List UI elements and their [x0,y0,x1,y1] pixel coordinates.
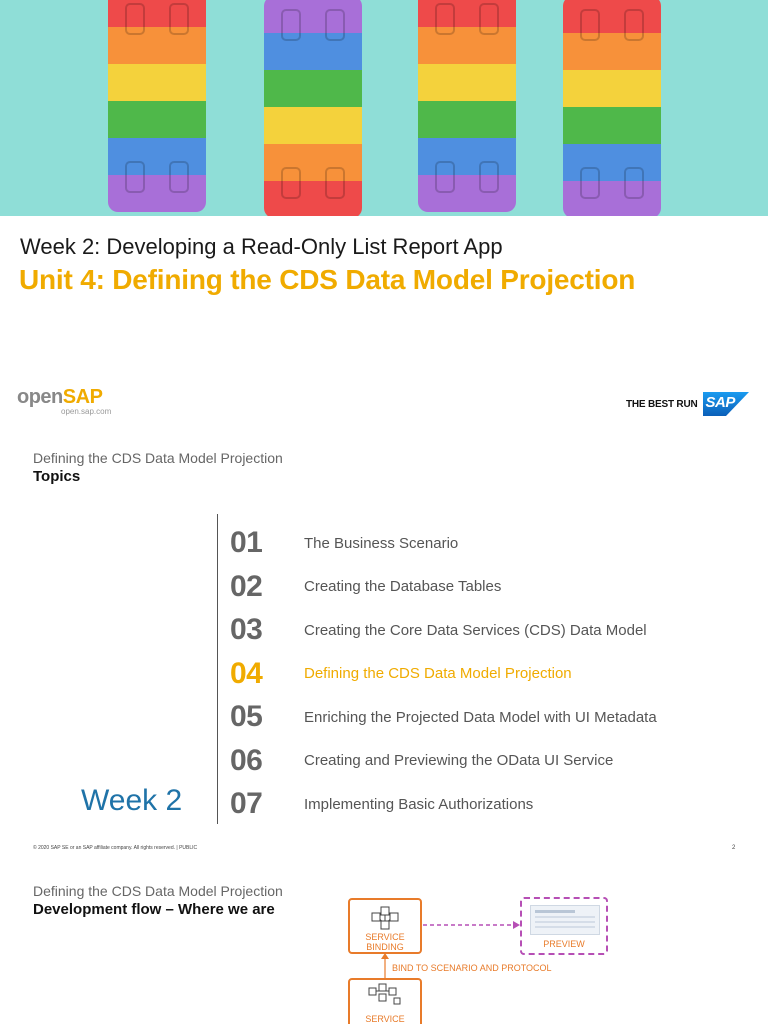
topic-label: Implementing Basic Authorizations [304,795,534,813]
sap-logo-shape [702,392,749,416]
topic-number: 03 [230,613,263,646]
topic-item: 05 Enriching the Projected Data Model wit… [230,699,657,735]
topics-divider [217,514,218,824]
topic-item: 01 The Business Scenario [230,525,458,561]
topic-label: Enriching the Projected Data Model with … [304,708,657,726]
opensap-url: open.sap.com [61,407,112,416]
sap-logo-text: SAP [705,394,736,411]
topic-label: Defining the CDS Data Model Projection [304,665,572,682]
service-definition-icon [368,983,401,1005]
network-nodes-icon [371,906,399,930]
opensap-logo-sap: SAP [62,386,103,408]
preview-box: PREVIEW [520,897,608,955]
topic-label: Creating the Database Tables [304,578,502,595]
popsicles-illustration [108,0,661,216]
topic-label: Creating and Previewing the OData UI Ser… [304,752,614,769]
service-binding-label-line1: SERVICE [365,932,405,942]
service-binding-box: SERVICE BINDING [348,898,422,954]
topic-number: 06 [230,743,263,777]
sap-logo: SAP [702,392,749,416]
topic-item: 02 Creating the Database Tables [230,569,501,605]
popsicle [563,0,661,216]
topic-number: 01 [230,526,263,559]
slide-subtitle: Defining the CDS Data Model Projection [33,450,283,466]
service-label: SERVICE [365,1014,405,1024]
footer-copyright: © 2020 SAP SE or an SAP affiliate compan… [33,845,198,851]
best-run-sap-logo: THE BEST RUN SAP [626,392,749,416]
unit-title: Unit 4: Defining the CDS Data Model Proj… [19,264,636,295]
opensap-logo-open: open [17,386,63,408]
popsicle [108,0,206,212]
preview-screen-icon [535,910,595,928]
week-title: Week 2: Developing a Read-Only List Repo… [20,234,503,259]
topic-label: The Business Scenario [304,534,459,552]
topic-number: 07 [230,787,263,820]
popsicle [418,0,516,212]
topic-number: 04 [230,656,263,690]
week-label: Week 2 [81,784,183,817]
topic-label: Creating the Core Data Services (CDS) Da… [304,621,647,639]
topic-item: 07 Implementing Basic Authorizations [230,786,533,822]
popsicle-hero-image [0,0,768,216]
page-number: 2 [732,845,736,851]
topics-slide: Defining the CDS Data Model Projection T… [0,432,768,864]
topic-number: 05 [230,700,263,733]
slide-subtitle: Defining the CDS Data Model Projection [33,883,283,899]
preview-label: PREVIEW [543,939,585,949]
topic-number: 02 [230,569,263,603]
preview-thumbnail [530,905,600,935]
arrow-up [381,953,389,979]
slide-heading: Development flow – Where we are [33,901,275,918]
slide-heading: Topics [33,468,81,485]
service-box: SERVICE [348,978,422,1024]
popsicle [264,0,362,216]
topic-item: 04 Defining the CDS Data Model Projection [230,656,572,692]
topic-item: 03 Creating the Core Data Services (CDS) … [230,612,647,648]
arrow-to-preview [423,921,520,929]
title-slide: Week 2: Developing a Read-Only List Repo… [0,0,768,432]
service-binding-label-line2: BINDING [366,942,404,952]
opensap-logo: openSAP open.sap.com [17,386,111,416]
development-flow-slide: Defining the CDS Data Model Projection D… [0,864,768,1024]
topic-item: 06 Creating and Previewing the OData UI S… [230,743,613,779]
best-run-text: THE BEST RUN [626,398,698,410]
bind-scenario-note: BIND TO SCENARIO AND PROTOCOL [392,963,552,973]
